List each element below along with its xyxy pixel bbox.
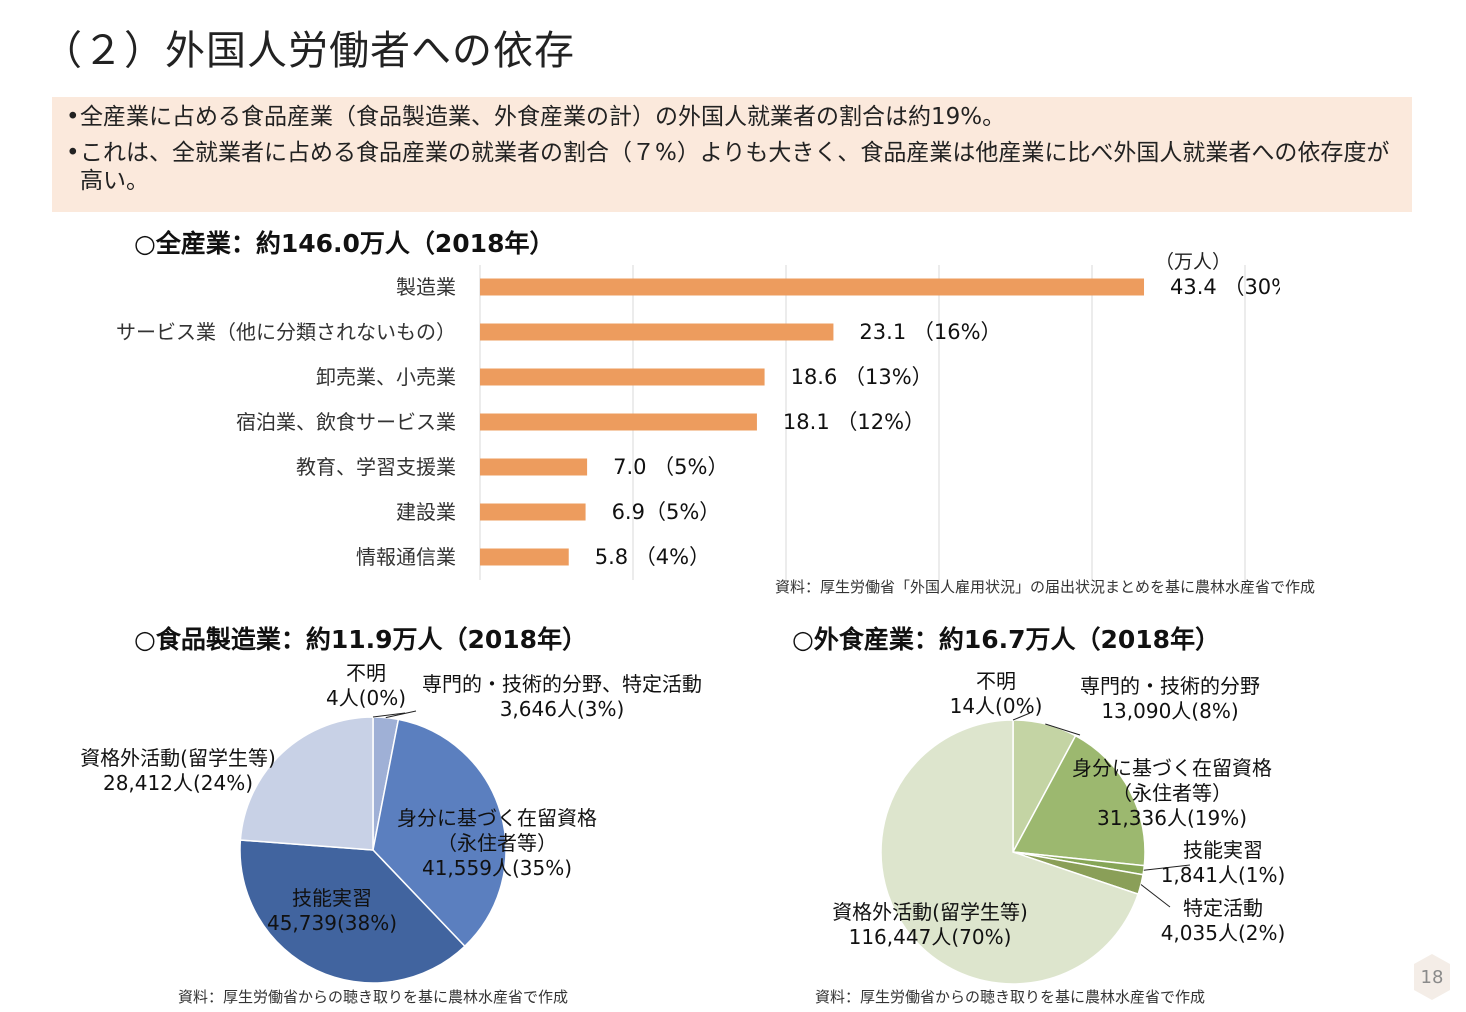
pie-slice [239,716,374,851]
pie-slice-label: 28,412人(24%) [103,771,253,795]
pie-slice-label: 4人(0%) [326,686,406,710]
category-label: 建設業 [396,500,456,524]
summary-bullet: • 全産業に占める食品産業（食品製造業、外食産業の計）の外国人就業者の割合は約1… [66,103,1398,131]
leader-line [372,712,406,718]
pie-slice-label: 3,646人(3%) [500,697,625,721]
bar-data-label: 6.9（5%） [612,500,721,524]
summary-box: • 全産業に占める食品産業（食品製造業、外食産業の計）の外国人就業者の割合は約1… [52,97,1412,212]
pie-slice [1011,734,1146,867]
category-label: 宿泊業、飲食サービス業 [236,410,456,434]
bar-chart-source: 資料：厚生労働省「外国人雇用状況」の届出状況まとめを基に農林水産省で作成 [775,578,1316,596]
pie-slice-label: 身分に基づく在留資格 [1072,756,1272,780]
pie-slice-label: 資格外活動(留学生等) [80,746,276,770]
bar-data-label: 18.6 （13%） [791,365,933,389]
category-label: 卸売業、小売業 [316,365,456,389]
pie-slice-label: 特定活動 [1183,896,1263,920]
food-service-source: 資料：厚生労働省からの聴き取りを基に農林水産省で作成 [815,988,1206,1006]
food-manufacturing-source: 資料：厚生労働省からの聴き取りを基に農林水産省で作成 [178,988,569,1006]
page-number-badge [1414,954,1450,1000]
food-service-pie-title: ○外食産業：約16.7万人（2018年） [792,625,1221,654]
pie-slice-label: 116,447人(70%) [849,925,1012,949]
bullet-mark: • [66,104,80,130]
bar [480,323,834,341]
page-title: （２）外国人労働者への依存 [42,28,575,74]
bar-data-label: 5.8 （4%） [595,545,710,569]
pie-slice-label: （永住者等） [437,831,557,855]
bar-data-label: 18.1 （12%） [783,410,925,434]
pie-slice-label: 技能実習 [1183,838,1263,862]
pie-slice-label: 専門的・技術的分野 [1080,674,1260,698]
bar-chart-title: ○全産業：約146.0万人（2018年） [134,229,555,258]
category-label: サービス業（他に分類されないもの） [116,320,456,344]
bar-data-label: 23.1 （16%） [859,320,1001,344]
leader-line [1140,884,1171,908]
pie-slice-label: 専門的・技術的分野、特定活動 [422,672,702,696]
pie-slice-label: 4,035人(2%) [1161,921,1286,945]
bar-data-label: 7.0 （5%） [613,455,728,479]
bar [480,503,586,521]
bar [480,413,757,431]
pie-slice [880,719,1140,985]
pie-slice-label: 14人(0%) [950,694,1043,718]
pie-slice-label: 45,739(38%) [267,911,397,935]
summary-text: 全産業に占める食品産業（食品製造業、外食産業の計）の外国人就業者の割合は約19%… [80,104,1006,130]
summary-bullet: • これは、全就業者に占める食品産業の就業者の割合（７%）よりも大きく、食品産業… [66,139,1398,195]
food-manufacturing-pie-title: ○食品製造業：約11.9万人（2018年） [134,625,588,654]
bar-data-label: 43.4 （30%） [1170,275,1280,299]
pie-slice-label: 不明 [976,669,1016,693]
leader-line [1045,723,1081,736]
leader-line [1143,864,1191,871]
pie-slice-label: 31,336人(19%) [1097,806,1247,830]
category-label: 教育、学習支援業 [296,455,456,479]
bar-chart: （万人） 製造業 43.4 （30%） サービス業（他に分類されないもの） 23.1 （… [116,251,1280,580]
bar [480,368,765,386]
pie-slice-label: （永住者等） [1112,781,1232,805]
leader-line [385,710,417,719]
bar [480,548,569,566]
pie-slice-label: 不明 [346,661,386,685]
bar [480,458,588,476]
pie-slice [372,718,507,948]
unit-label: （万人） [1155,251,1231,273]
pie-slice-label: 41,559人(35%) [422,856,572,880]
leader-line [1012,712,1031,721]
pie-slice [239,839,466,984]
bullet-mark: • [66,140,80,166]
pie-slice-label: 身分に基づく在留資格 [397,806,597,830]
pie-slice-label: 13,090人(8%) [1101,699,1238,723]
category-label: 情報通信業 [356,545,456,569]
pie-slice-label: 資格外活動(留学生等) [832,900,1028,924]
category-label: 製造業 [396,275,456,299]
pie-slice-label: 技能実習 [292,886,372,910]
bar [480,278,1145,296]
summary-text: これは、全就業者に占める食品産業の就業者の割合（７%）よりも大きく、食品産業は他… [80,140,1390,194]
pie-slice-label: 1,841人(1%) [1161,863,1286,887]
page-number: 18 [1412,952,1452,1002]
